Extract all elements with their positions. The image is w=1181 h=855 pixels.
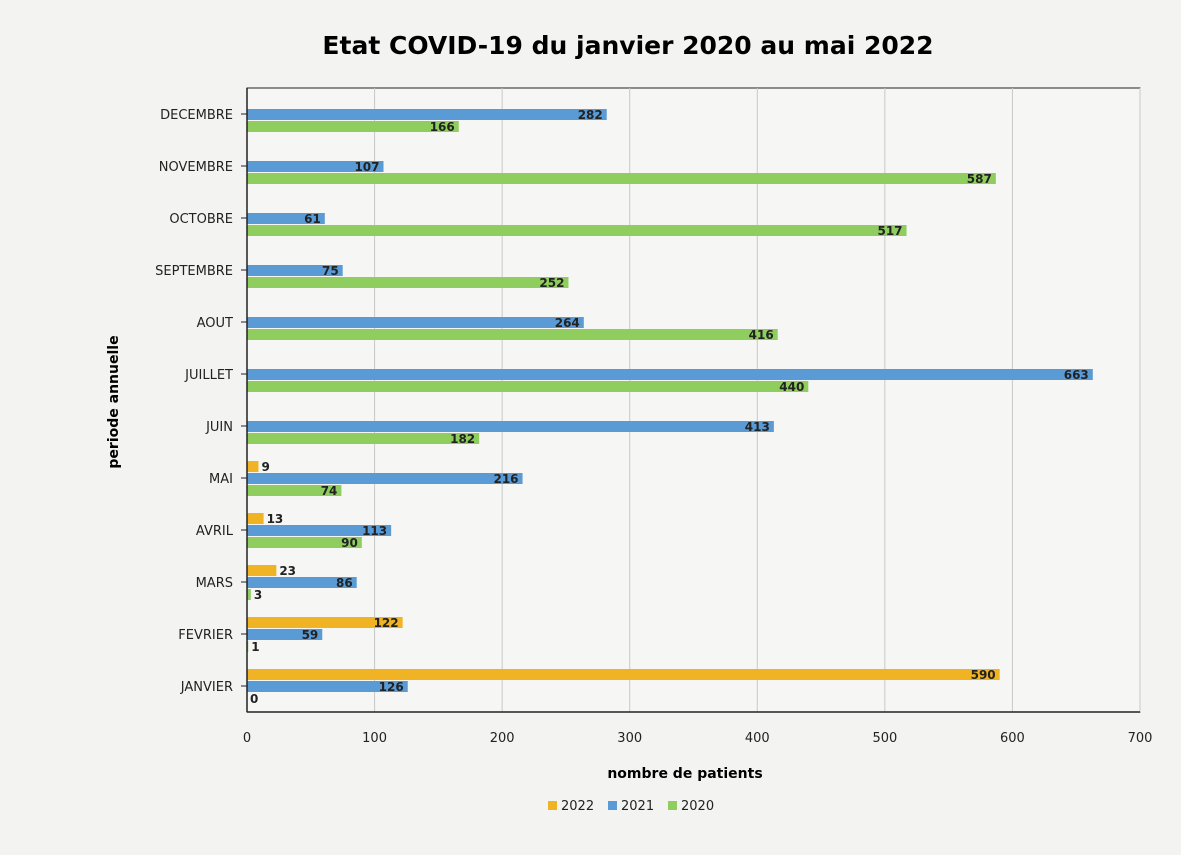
x-tick-label: 200	[490, 731, 515, 746]
bar-2021	[247, 265, 343, 276]
legend-label-2021: 2021	[621, 799, 654, 814]
data-label: 113	[362, 524, 387, 538]
data-label: 590	[971, 668, 996, 682]
data-label: 0	[250, 692, 258, 706]
bar-2022	[247, 513, 264, 524]
bar-2020	[247, 329, 778, 340]
bar-2021	[247, 369, 1093, 380]
data-label: 59	[302, 628, 319, 642]
category-label: NOVEMBRE	[159, 160, 233, 175]
legend-swatch-2021	[608, 801, 617, 810]
category-label: MARS	[196, 576, 233, 591]
data-label: 122	[374, 616, 399, 630]
bar-2021	[247, 525, 392, 536]
bar-2020	[247, 433, 480, 444]
x-tick-label: 400	[745, 731, 770, 746]
data-label: 663	[1064, 368, 1089, 382]
data-label: 440	[779, 380, 804, 394]
chart-title: Etat COVID-19 du janvier 2020 au mai 202…	[322, 31, 933, 60]
x-tick-label: 0	[243, 731, 251, 746]
y-axis-title: periode annuelle	[106, 335, 122, 468]
bar-2020	[247, 225, 907, 236]
data-label: 107	[354, 160, 379, 174]
category-label: JUILLET	[184, 368, 233, 383]
bar-2020	[247, 277, 569, 288]
category-label: JANVIER	[180, 680, 233, 695]
category-label: AVRIL	[196, 524, 234, 539]
bar-2020	[247, 537, 362, 548]
bar-2020	[247, 381, 809, 392]
x-tick-label: 700	[1128, 731, 1153, 746]
plot-area	[246, 87, 1141, 713]
data-label: 1	[251, 640, 259, 654]
bar-2022	[247, 617, 403, 628]
bar-2021	[247, 681, 408, 692]
legend-label-2022: 2022	[561, 799, 594, 814]
legend-label-2020: 2020	[681, 799, 714, 814]
bar-2021	[247, 629, 323, 640]
category-label: MAI	[209, 472, 233, 487]
bar-2020	[247, 121, 459, 132]
legend: 2022 2021 2020	[548, 799, 714, 814]
data-label: 13	[267, 512, 284, 526]
data-label: 61	[304, 212, 321, 226]
data-label: 413	[745, 420, 770, 434]
category-label: AOUT	[197, 316, 233, 331]
category-label: JUIN	[205, 420, 233, 435]
data-label: 75	[322, 264, 339, 278]
x-tick-label: 500	[872, 731, 897, 746]
data-label: 126	[379, 680, 404, 694]
data-label: 3	[254, 588, 262, 602]
bar-2022	[247, 461, 259, 472]
bar-2021	[247, 161, 384, 172]
x-tick-label: 100	[362, 731, 387, 746]
data-label: 86	[336, 576, 353, 590]
data-label: 23	[279, 564, 296, 578]
data-label: 416	[749, 328, 774, 342]
data-label: 282	[578, 108, 603, 122]
bar-2021	[247, 473, 523, 484]
x-tick-label: 300	[617, 731, 642, 746]
bar-2021	[247, 421, 774, 432]
data-label: 252	[539, 276, 564, 290]
bar-2020	[247, 173, 996, 184]
bar-2021	[247, 213, 325, 224]
bar-2020	[247, 485, 342, 496]
category-label: DECEMBRE	[160, 108, 233, 123]
legend-swatch-2022	[548, 801, 557, 810]
bar-2021	[247, 577, 357, 588]
category-label: SEPTEMBRE	[155, 264, 233, 279]
data-label: 264	[555, 316, 580, 330]
category-label: OCTOBRE	[169, 212, 233, 227]
bar-2020	[247, 589, 251, 600]
x-axis-title: nombre de patients	[607, 766, 762, 782]
data-label: 74	[321, 484, 338, 498]
data-label: 9	[261, 460, 269, 474]
data-label: 166	[430, 120, 455, 134]
data-label: 517	[877, 224, 902, 238]
data-label: 182	[450, 432, 475, 446]
bar-2021	[247, 317, 584, 328]
bar-2022	[247, 565, 277, 576]
data-label: 216	[493, 472, 518, 486]
x-tick-label: 600	[1000, 731, 1025, 746]
data-label: 587	[967, 172, 992, 186]
data-label: 90	[341, 536, 358, 550]
legend-swatch-2020	[668, 801, 677, 810]
bar-2022	[247, 669, 1000, 680]
category-label: FEVRIER	[178, 628, 233, 643]
bar-2021	[247, 109, 607, 120]
